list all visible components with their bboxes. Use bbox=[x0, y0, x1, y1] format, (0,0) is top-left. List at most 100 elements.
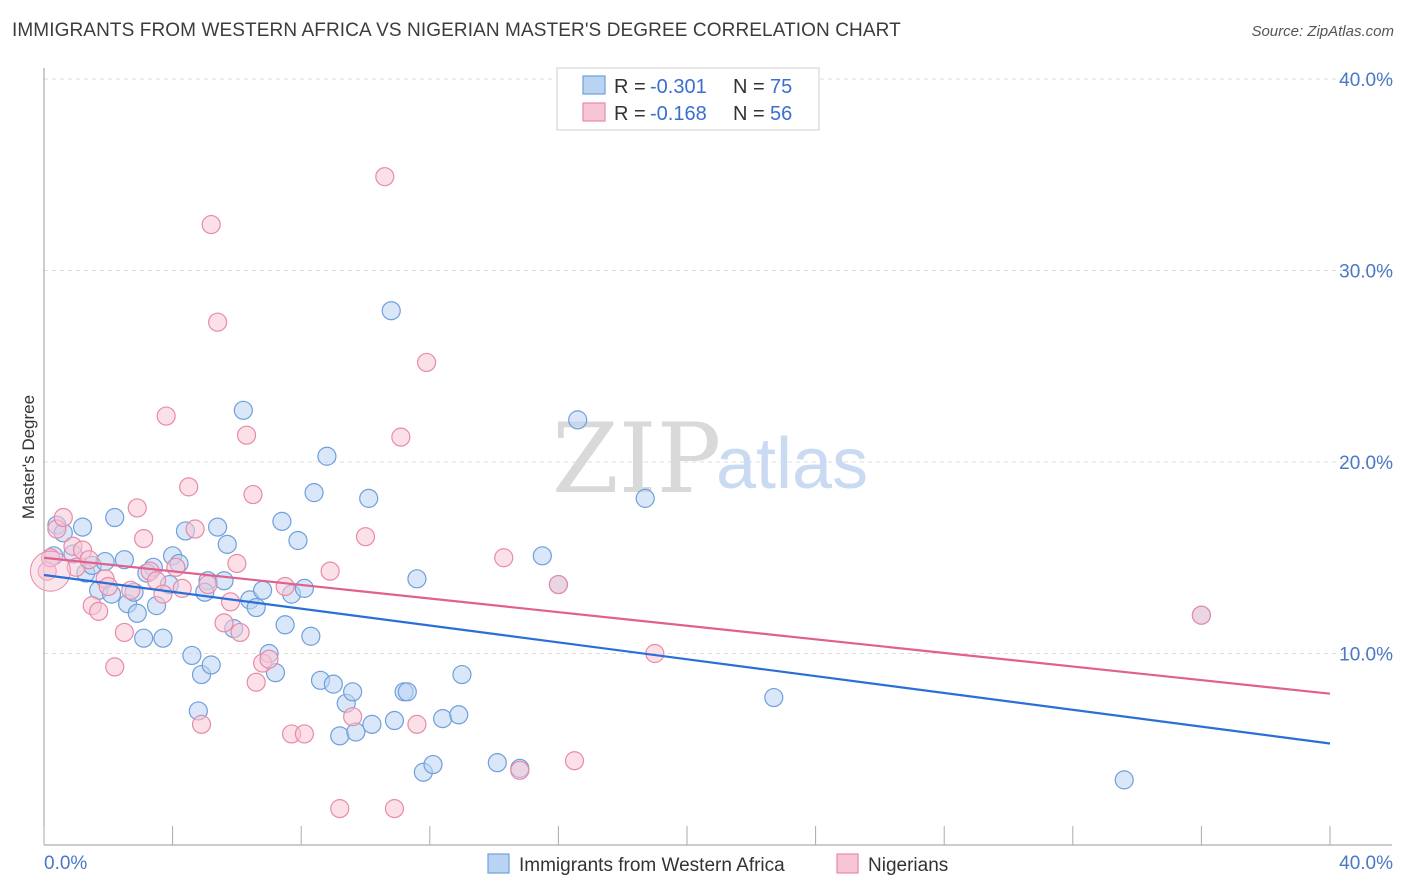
nigerians-point bbox=[548, 574, 569, 595]
nigerians-point bbox=[191, 714, 212, 734]
nigerians-point bbox=[208, 312, 228, 332]
western-africa-point bbox=[362, 714, 382, 734]
nigerians-point bbox=[134, 528, 154, 549]
legend-n-label-blue: N = bbox=[733, 76, 765, 98]
trend-lines bbox=[43, 556, 1331, 745]
y-tick-label-10: 10.0% bbox=[1339, 645, 1393, 666]
nigerians-point bbox=[355, 527, 376, 547]
nigerians-point bbox=[79, 550, 99, 570]
nigerians-point bbox=[375, 167, 395, 187]
bottom-legend-swatch-pink bbox=[836, 853, 859, 874]
western-africa-point bbox=[317, 446, 337, 466]
nigerians-point bbox=[246, 672, 266, 692]
nigerians-point bbox=[510, 760, 530, 780]
nigerians-point bbox=[198, 574, 218, 595]
western-africa-point bbox=[359, 488, 379, 508]
nigerians-point bbox=[320, 561, 340, 581]
western-africa-point bbox=[214, 571, 234, 591]
legend-r-label-blue: R = bbox=[614, 76, 646, 98]
watermark-atlas: atlas bbox=[716, 424, 868, 504]
nigerians-point bbox=[121, 580, 141, 600]
western-africa-point bbox=[384, 710, 405, 731]
western-africa-point bbox=[301, 626, 321, 646]
axes bbox=[43, 68, 1392, 846]
nigerians-point bbox=[201, 214, 221, 235]
nigerians-point bbox=[53, 507, 73, 528]
nigerians-point bbox=[343, 707, 363, 727]
western-africa-point bbox=[201, 655, 221, 675]
western-africa-point bbox=[275, 615, 295, 635]
western-africa-point bbox=[272, 511, 292, 531]
nigerians-point bbox=[105, 657, 125, 677]
nigerians-point bbox=[564, 751, 585, 771]
bottom-legend-swatch-blue bbox=[487, 853, 510, 874]
y-axis-label: Master's Degree bbox=[19, 395, 38, 519]
bottom-legend: Immigrants from Western Africa Nigerians bbox=[487, 853, 948, 876]
western-africa-point bbox=[95, 551, 115, 572]
grid-lines bbox=[44, 78, 1392, 654]
nigerians-point bbox=[330, 799, 350, 819]
nigerians-point bbox=[391, 427, 411, 447]
nigerians-point bbox=[384, 799, 405, 819]
y-tick-label-40: 40.0% bbox=[1339, 70, 1393, 91]
western-africa-point bbox=[253, 580, 273, 600]
cluster-point bbox=[29, 550, 71, 592]
legend-n-value-blue: 75 bbox=[770, 76, 792, 98]
legend-r-value-pink: -0.168 bbox=[650, 103, 707, 125]
western-africa-point bbox=[127, 603, 147, 623]
western-africa-point bbox=[208, 517, 228, 537]
western-africa-point bbox=[532, 546, 552, 566]
legend-swatch-blue bbox=[582, 75, 606, 95]
western-africa-point bbox=[407, 569, 427, 589]
western-africa-point bbox=[114, 550, 134, 570]
western-africa-point bbox=[72, 517, 93, 537]
western-africa-point bbox=[153, 628, 173, 648]
western-africa-point bbox=[487, 753, 507, 773]
nigerians-point bbox=[220, 592, 241, 612]
western-africa-point bbox=[343, 682, 363, 702]
western-africa-point bbox=[294, 578, 315, 598]
nigerians-point bbox=[166, 557, 186, 577]
western-africa-point bbox=[330, 726, 350, 746]
chart-title: IMMIGRANTS FROM WESTERN AFRICA VS NIGERI… bbox=[12, 20, 901, 41]
x-ticks bbox=[43, 826, 1331, 845]
western-africa-point bbox=[635, 488, 655, 508]
western-africa-point bbox=[449, 705, 469, 725]
y-tick-label-30: 30.0% bbox=[1339, 262, 1393, 283]
nigerians-point bbox=[127, 498, 147, 518]
western-africa-point bbox=[233, 400, 253, 420]
nigerians-point bbox=[227, 553, 247, 574]
nigerians-point bbox=[156, 406, 176, 426]
nigerians-point bbox=[294, 724, 315, 744]
series-western-africa-points bbox=[44, 301, 1212, 790]
nigerians-point bbox=[416, 352, 437, 373]
nigerians-point bbox=[89, 601, 109, 621]
bottom-legend-label-blue: Immigrants from Western Africa bbox=[519, 855, 785, 876]
legend-n-label-pink: N = bbox=[733, 103, 765, 125]
nigerians-point bbox=[275, 576, 295, 597]
nigerians-point bbox=[494, 548, 514, 568]
y-tick-label-20: 20.0% bbox=[1339, 453, 1393, 474]
western-africa-point bbox=[397, 682, 417, 702]
y-tick-labels: 10.0% 20.0% 30.0% 40.0% bbox=[1339, 70, 1393, 666]
nigerians-point bbox=[153, 584, 173, 604]
x-tick-label-min: 0.0% bbox=[44, 853, 87, 874]
nigerians-point bbox=[230, 622, 250, 643]
legend-swatch-pink bbox=[582, 102, 606, 122]
source-credit: Source: ZipAtlas.com bbox=[1251, 23, 1394, 40]
western-africa-point bbox=[452, 664, 472, 685]
western-africa-point bbox=[304, 483, 324, 503]
nigerians-point bbox=[407, 714, 427, 734]
nigerians-point bbox=[214, 613, 234, 633]
legend-r-value-blue: -0.301 bbox=[650, 76, 707, 98]
x-tick-label-max: 40.0% bbox=[1339, 853, 1393, 874]
legend-n-value-pink: 56 bbox=[770, 103, 792, 125]
nigerians-point bbox=[259, 649, 279, 669]
nigerians-point bbox=[114, 622, 134, 643]
western-africa-point bbox=[105, 507, 125, 528]
western-africa-point bbox=[323, 674, 343, 694]
western-africa-point bbox=[381, 301, 401, 321]
trend-line-nigerians bbox=[43, 556, 1331, 695]
western-africa-point bbox=[568, 410, 588, 430]
